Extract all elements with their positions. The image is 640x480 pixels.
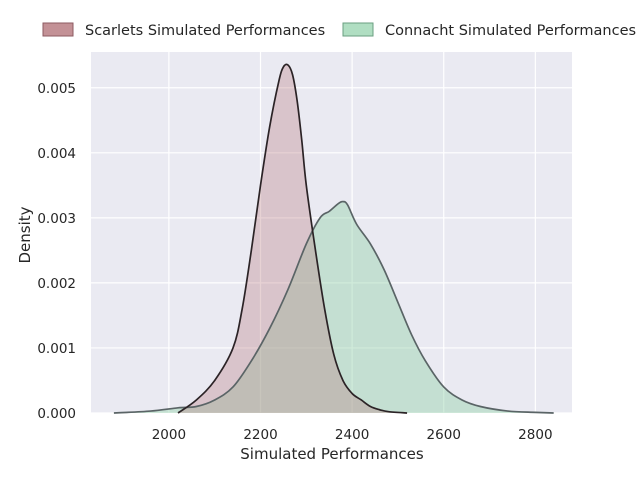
x-tick-label: 2200 — [243, 427, 277, 443]
density-lines — [113, 63, 554, 414]
density-area-connacht — [113, 201, 554, 413]
density-area-scarlets — [178, 64, 408, 414]
y-tick-label: 0.002 — [37, 276, 76, 292]
density-line-scarlets — [177, 63, 408, 414]
x-axis-label: Simulated Performances — [240, 445, 424, 463]
x-tick-label: 2400 — [335, 427, 369, 443]
y-tick-label: 0.004 — [37, 146, 76, 162]
y-tick-label: 0.003 — [37, 211, 76, 227]
legend: Scarlets Simulated Performances Connacht… — [42, 22, 636, 39]
plot-background — [91, 52, 572, 413]
grid — [91, 52, 572, 414]
y-tick-label: 0.000 — [37, 406, 76, 422]
x-tick-label: 2600 — [427, 427, 461, 443]
y-tick-labels: 0.000 0.001 0.002 0.003 0.004 0.005 — [37, 81, 76, 422]
x-tick-label: 2000 — [152, 427, 186, 443]
y-tick-label: 0.005 — [37, 81, 76, 97]
y-tick-label: 0.001 — [37, 341, 76, 357]
legend-label-scarlets: Scarlets Simulated Performances — [85, 23, 325, 39]
density-areas — [113, 64, 554, 414]
x-tick-label: 2800 — [518, 427, 552, 443]
y-axis-label: Density — [16, 206, 34, 263]
legend-swatch-connacht — [342, 22, 374, 37]
legend-swatch-scarlets — [42, 22, 74, 37]
x-tick-labels: 2000 2200 2400 2600 2800 — [152, 427, 553, 443]
density-line-connacht — [113, 200, 554, 414]
legend-label-connacht: Connacht Simulated Performances — [385, 23, 636, 39]
